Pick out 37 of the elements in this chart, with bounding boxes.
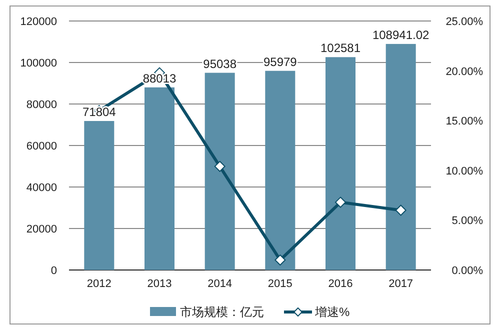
legend-line: 增速% (284, 305, 350, 319)
y2-tick-label: 20.00% (446, 66, 484, 78)
bar (84, 121, 114, 270)
y-tick-label: 20000 (26, 224, 57, 236)
y-tick-label: 0 (50, 265, 57, 277)
x-tick-label: 2017 (388, 278, 414, 290)
point (214, 160, 226, 172)
bar (326, 57, 356, 270)
y-tick-label: 100000 (20, 58, 57, 70)
bar (265, 70, 296, 270)
labels: 95038 (203, 56, 237, 71)
point (395, 204, 406, 216)
bar (386, 44, 416, 270)
y2-tick-label: 0.00% (452, 265, 484, 277)
x-tick-label: 2014 (208, 278, 232, 290)
y2-tick-label: 15.00% (446, 116, 484, 128)
point (335, 196, 346, 208)
y-tick-label: 80000 (26, 99, 57, 111)
x-tick-label: 2016 (328, 278, 353, 290)
y2-tick-label: 25.00% (446, 16, 484, 28)
bar (204, 72, 235, 270)
y2-tick-label: 5.00% (452, 215, 484, 228)
labels: 95979 (263, 54, 297, 69)
y-tick-label: 40000 (26, 182, 57, 194)
y2-tick-label: 10.00% (446, 165, 484, 178)
point (274, 254, 286, 266)
x-tick-label: 2013 (147, 278, 172, 290)
x-tick-label: 2012 (86, 278, 112, 290)
y-tick-label: 120000 (20, 16, 57, 28)
labels: 102581 (320, 41, 361, 56)
y-tick-label: 60000 (26, 140, 57, 152)
x-tick-label: 2015 (268, 278, 292, 290)
legend-label: 市场规模：亿元 (180, 305, 264, 319)
bar (144, 87, 174, 270)
labels: 108941.02 (372, 28, 430, 42)
legend-label: 增速% (314, 305, 350, 319)
legend-: 市场规模：亿元 (150, 305, 264, 319)
